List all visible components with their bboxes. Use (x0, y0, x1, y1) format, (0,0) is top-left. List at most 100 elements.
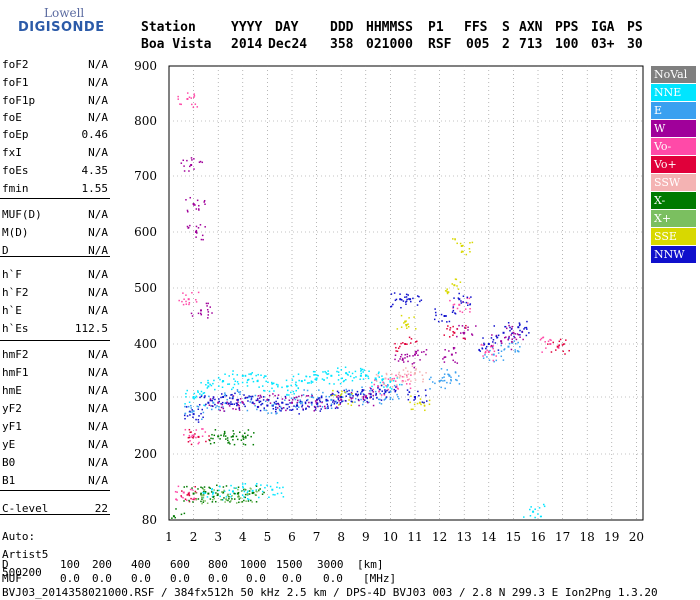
data-dot-nnw (418, 394, 420, 397)
data-dot-w (372, 404, 375, 407)
data-dot-vo- (191, 292, 193, 294)
data-dot-e (335, 402, 338, 405)
data-dot-nnw (299, 400, 302, 403)
data-dot-nne (230, 496, 232, 498)
data-dot-e (500, 355, 503, 358)
data-dot-nnw (320, 396, 323, 399)
data-dot-nnw (448, 320, 451, 323)
data-point-w (450, 353, 453, 356)
data-dot-nnw (416, 295, 419, 297)
data-point-w (192, 203, 195, 205)
data-dot-w (195, 225, 198, 228)
data-dot-x- (224, 435, 227, 437)
data-dot-vo- (409, 387, 412, 390)
data-dot-nne (201, 394, 203, 396)
data-dot-w (452, 346, 455, 349)
y-tick-label: 800 (134, 114, 157, 128)
param-value: N/A (88, 456, 108, 469)
data-dot-nne (274, 494, 276, 496)
data-dot-vo+ (205, 440, 207, 443)
data-dot-w (467, 329, 469, 331)
data-dot-e (342, 400, 344, 402)
data-dot-vo- (385, 385, 387, 387)
data-point-nnw (458, 298, 461, 301)
data-dot-w (460, 332, 462, 334)
param-row: fmin 1.55 (2, 182, 110, 197)
data-dot-w (402, 361, 405, 363)
data-dot-x- (217, 493, 219, 495)
data-point-nne (315, 377, 318, 380)
data-dot-w (414, 351, 417, 353)
data-dot-nnw (305, 408, 307, 410)
data-dot-nne (326, 373, 328, 375)
data-dot-e (361, 386, 363, 388)
data-dot-vo+ (194, 433, 196, 435)
data-dot-vo- (461, 311, 464, 314)
data-dot-vo- (189, 440, 191, 442)
data-dot-w (425, 353, 427, 356)
data-dot-w (417, 354, 419, 357)
data-point-nnw (236, 398, 239, 401)
data-dot-w (461, 325, 464, 327)
data-dot-vo- (186, 92, 189, 94)
data-dot-nne (542, 503, 545, 506)
data-dot-e (189, 411, 192, 413)
data-dot-vo+ (564, 353, 566, 355)
data-dot-w (199, 160, 202, 163)
param-value: N/A (88, 402, 108, 415)
data-dot-nne (523, 516, 525, 518)
data-dot-w (517, 334, 520, 336)
data-dot-nne (275, 383, 278, 386)
param-value: N/A (88, 268, 108, 281)
data-dot-w (339, 403, 341, 405)
data-dot-x- (201, 487, 204, 489)
data-dot-sse (338, 404, 340, 406)
data-dot-vo+ (189, 431, 191, 434)
data-dot-e (517, 341, 519, 344)
data-dot-nne (203, 404, 205, 407)
data-dot-nnw (434, 308, 436, 310)
data-dot-w (281, 398, 284, 400)
data-dot-x+ (246, 493, 248, 496)
data-dot-nne (263, 390, 266, 392)
data-dot-nnw (406, 389, 409, 391)
data-dot-nnw (366, 397, 368, 400)
data-point-w (241, 401, 244, 404)
data-dot-x- (209, 487, 211, 490)
y-tick-label: 80 (142, 513, 157, 527)
data-dot-x- (245, 437, 247, 439)
data-dot-w (272, 393, 274, 395)
data-dot-vo- (204, 431, 207, 433)
data-dot-nnw (214, 398, 216, 401)
data-dot-nne (292, 375, 295, 378)
data-dot-nnw (189, 410, 191, 413)
data-dot-nne (353, 377, 355, 379)
data-dot-nnw (256, 398, 259, 400)
auto-label: Auto: (2, 530, 36, 543)
data-dot-nne (282, 486, 284, 489)
data-dot-nnw (451, 311, 454, 314)
data-dot-nne (381, 378, 384, 380)
data-dot-ssw (413, 373, 416, 376)
data-dot-vo- (201, 435, 204, 437)
data-dot-w (505, 336, 507, 338)
data-point-w (190, 164, 193, 166)
data-dot-vo+ (197, 436, 200, 438)
data-dot-sse (400, 326, 403, 328)
logo-line1: Lowell (44, 6, 85, 20)
data-dot-nne (534, 508, 536, 510)
data-dot-x+ (202, 499, 205, 502)
data-dot-nne (349, 375, 352, 378)
data-dot-e (254, 404, 256, 407)
data-dot-sse (341, 390, 343, 393)
data-dot-x- (244, 488, 247, 491)
data-dot-nne (383, 382, 385, 384)
x-tick-label: 17 (555, 530, 570, 544)
data-dot-ssw (422, 378, 424, 381)
data-dot-x- (229, 501, 231, 503)
data-dot-nne (222, 499, 224, 501)
data-dot-w (372, 391, 375, 393)
data-dot-w (201, 234, 204, 237)
data-dot-w (407, 360, 409, 363)
data-dot-nnw (407, 398, 410, 401)
